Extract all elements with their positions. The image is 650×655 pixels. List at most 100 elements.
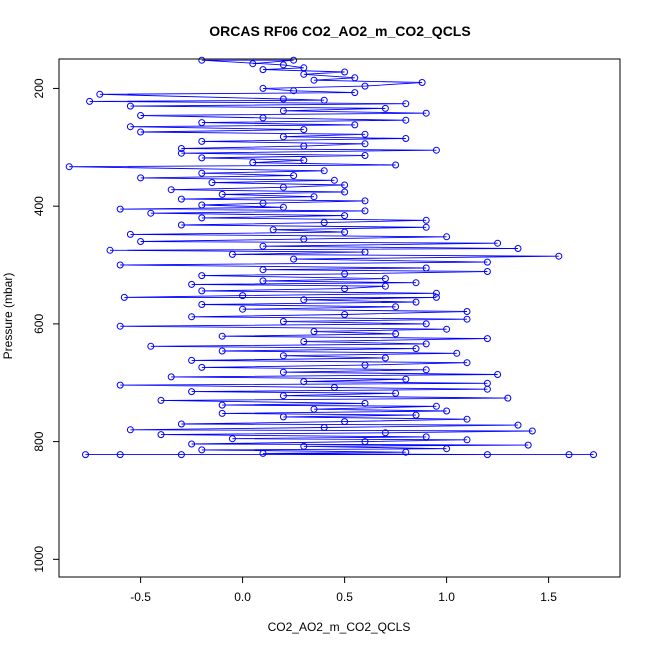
data-point	[402, 448, 410, 456]
data-point	[279, 107, 287, 115]
data-point	[494, 239, 502, 247]
data-point	[412, 298, 420, 306]
data-point	[361, 438, 369, 446]
data-point	[310, 405, 318, 413]
data-point	[361, 399, 369, 407]
data-point	[82, 451, 89, 459]
y-tick-label: 400	[32, 196, 46, 216]
data-point	[463, 415, 471, 423]
data-point	[514, 421, 522, 429]
y-tick-label: 800	[32, 431, 46, 451]
data-point	[310, 193, 318, 201]
data-point	[147, 342, 155, 350]
data-point	[300, 126, 308, 134]
data-point	[351, 74, 359, 82]
data-point	[218, 332, 226, 340]
data-point	[341, 181, 349, 189]
data-point	[463, 436, 471, 444]
data-point	[422, 264, 430, 272]
data-point	[239, 305, 247, 313]
data-point	[198, 214, 206, 222]
data-point	[351, 121, 359, 129]
data-point	[381, 104, 389, 112]
data-point	[590, 451, 597, 459]
data-point	[453, 349, 461, 357]
data-point	[198, 137, 206, 145]
data-point	[116, 451, 124, 459]
data-point	[300, 338, 308, 345]
y-axis-label: Pressure (mbar)	[1, 273, 15, 360]
data-point	[137, 174, 145, 182]
data-point	[422, 366, 430, 374]
data-point	[198, 119, 206, 127]
data-point	[259, 277, 267, 285]
data-point	[290, 172, 298, 180]
data-point	[341, 228, 349, 236]
data-point	[402, 116, 410, 124]
data-point	[279, 352, 287, 360]
data-point	[279, 392, 287, 400]
data-point	[198, 301, 206, 308]
data-point	[218, 409, 226, 417]
data-point	[279, 203, 287, 211]
data-point	[218, 347, 226, 355]
data-point	[422, 320, 430, 328]
data-point	[402, 375, 410, 383]
data-point	[208, 179, 216, 187]
data-point	[392, 330, 400, 338]
data-point	[422, 223, 430, 231]
data-point	[198, 446, 206, 454]
x-tick-label: 1.5	[540, 590, 557, 604]
data-point	[381, 354, 389, 362]
data-point	[188, 280, 196, 288]
data-point	[116, 381, 124, 389]
data-point	[259, 266, 267, 274]
data-point	[157, 431, 165, 439]
data-point	[381, 282, 389, 290]
data-point	[65, 163, 73, 171]
data-point	[126, 230, 134, 238]
data-point	[432, 289, 440, 297]
data-point	[443, 407, 451, 415]
data-point	[116, 261, 124, 269]
data-point	[188, 440, 196, 448]
data-point	[483, 379, 491, 387]
data-point	[228, 250, 236, 258]
data-point	[402, 135, 410, 142]
data-point	[259, 449, 267, 457]
data-point	[167, 186, 175, 194]
data-point	[320, 219, 328, 227]
data-point	[381, 275, 389, 283]
data-point	[120, 293, 128, 301]
data-point	[126, 426, 134, 434]
x-tick-label: 1.0	[438, 590, 455, 604]
data-point	[483, 335, 491, 343]
y-tick-label: 200	[32, 78, 46, 98]
data-point	[463, 315, 471, 323]
data-point	[330, 384, 338, 391]
data-point	[279, 318, 287, 325]
plot-frame	[58, 58, 621, 578]
data-point	[259, 199, 267, 207]
x-tick-label: -0.5	[130, 590, 151, 604]
data-point	[116, 205, 124, 213]
data-point	[300, 235, 308, 243]
data-point	[361, 140, 369, 148]
data-point	[300, 64, 308, 72]
chart-title: ORCAS RF06 CO2_AO2_m_CO2_QCLS	[209, 23, 470, 39]
data-point	[361, 197, 369, 205]
data-point	[249, 159, 257, 167]
data-point	[279, 368, 287, 376]
data-point	[432, 293, 440, 301]
data-point	[259, 242, 267, 250]
data-point	[137, 128, 145, 136]
data-point	[432, 402, 440, 410]
data-point	[188, 388, 196, 396]
data-point	[341, 68, 349, 76]
data-point	[528, 427, 536, 435]
data-point	[463, 308, 471, 315]
data-point	[96, 90, 104, 98]
data-point	[218, 190, 226, 198]
data-point	[177, 195, 185, 203]
